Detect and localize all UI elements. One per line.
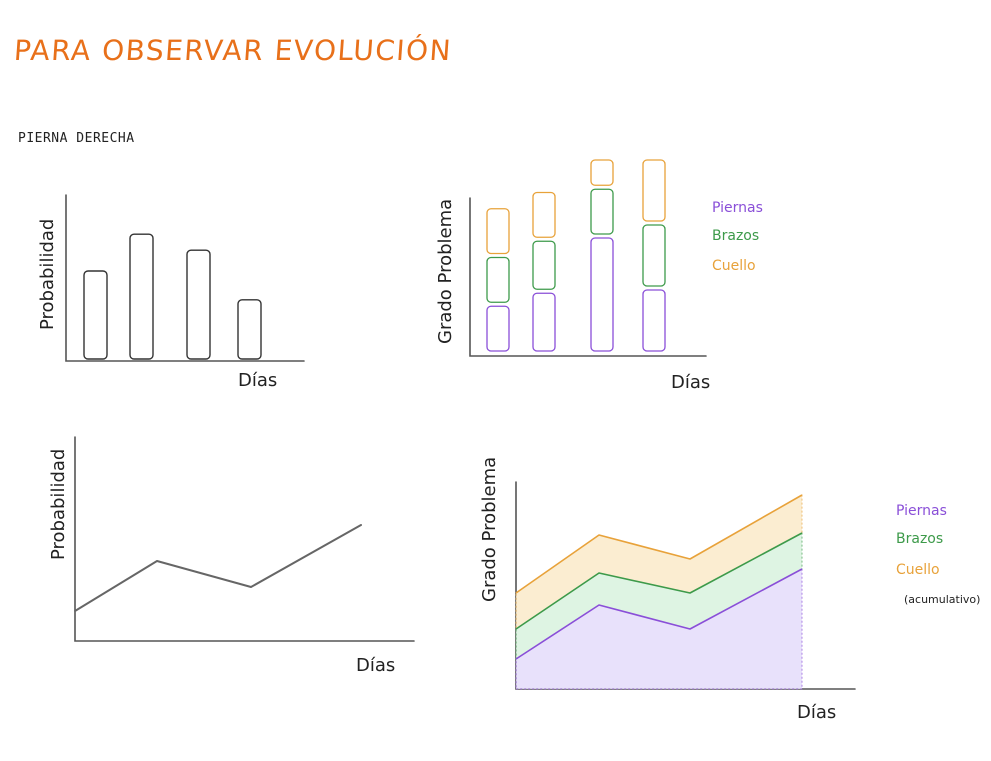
legend-item: Brazos (896, 531, 943, 547)
legend-item: Brazos (712, 228, 759, 244)
bar-segment (486, 208, 510, 255)
bar (83, 270, 108, 360)
axis-lines (65, 194, 305, 362)
legend-item: Cuello (896, 562, 940, 578)
x-axis-label: Días (671, 372, 710, 393)
bar-segment (532, 240, 556, 290)
bar (186, 249, 211, 360)
bar-segment (590, 188, 614, 235)
bar (237, 299, 262, 360)
legend-item: Piernas (896, 503, 947, 519)
bar (129, 233, 154, 360)
series-line (74, 524, 362, 612)
area-band (515, 568, 803, 690)
axis-lines (469, 197, 707, 357)
bar-segment (642, 224, 666, 287)
bar-segment (642, 159, 666, 222)
page-subtitle: PIERNA DERECHA (18, 131, 135, 146)
chart-line-probabilidad: Días Probabilidad (48, 436, 415, 676)
bar-segment (590, 237, 614, 352)
y-axis-label: Probabilidad (48, 449, 69, 560)
y-axis-label: Grado Problema (435, 199, 456, 344)
legend-item: Piernas (712, 200, 763, 216)
bar-segment (532, 191, 556, 238)
chart-stacked-area-grado-problema: Piernas Brazos Cuello (acumulativo) Días Grad… (479, 457, 980, 723)
series-line (515, 568, 803, 660)
x-axis-label: Días (238, 370, 277, 391)
series-line (515, 494, 803, 594)
legend-item: Cuello (712, 258, 756, 274)
chart-bar-probabilidad: Días Probabilidad (37, 194, 305, 391)
axis-lines (74, 436, 415, 642)
series-line (515, 532, 803, 630)
y-axis-label: Grado Problema (479, 457, 500, 602)
bar-segment (532, 292, 556, 352)
bar-segment (486, 305, 510, 352)
bar-segment (486, 256, 510, 303)
y-axis-label: Probabilidad (37, 219, 58, 330)
chart-stacked-bar-grado-problema: Piernas Brazos Cuello Días Grado Problema (435, 159, 763, 393)
bar-segment (642, 289, 666, 352)
bar-segment (590, 159, 614, 186)
legend-note: (acumulativo) (904, 593, 980, 606)
x-axis-label: Días (356, 655, 395, 676)
x-axis-label: Días (797, 702, 836, 723)
